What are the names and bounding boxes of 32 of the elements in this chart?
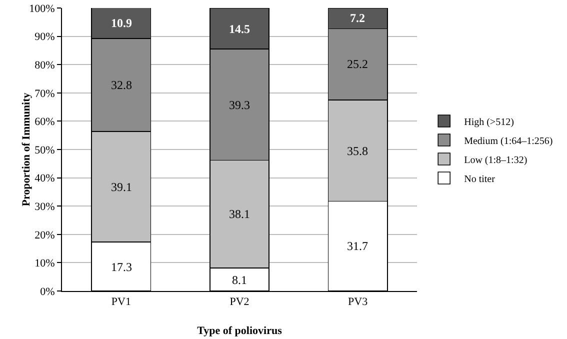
y-tick-label: 90% — [34, 31, 55, 44]
y-axis-title: Proportion of Immunity — [20, 92, 33, 206]
y-tick-label: 20% — [34, 229, 55, 242]
x-tick-label: PV1 — [111, 296, 131, 308]
y-tick-label: 80% — [34, 59, 55, 72]
legend-label: No titer — [464, 174, 496, 185]
data-label: 31.7 — [347, 239, 368, 253]
data-label: 17.3 — [111, 260, 132, 274]
x-tick-label: PV2 — [230, 296, 250, 308]
x-axis-title: Type of poliovirus — [197, 325, 283, 337]
x-tick-label: PV3 — [348, 296, 368, 308]
data-label: 38.1 — [229, 207, 250, 221]
data-label: 10.9 — [111, 16, 132, 30]
y-tick-label: 60% — [34, 116, 55, 128]
data-label: 25.2 — [347, 57, 368, 71]
data-label: 7.2 — [350, 11, 365, 25]
data-label: 32.8 — [111, 78, 132, 92]
data-label: 39.3 — [229, 98, 250, 112]
data-label: 8.1 — [232, 273, 247, 287]
y-tick-label: 30% — [34, 200, 55, 213]
legend-label: High (>512) — [464, 116, 514, 128]
y-tick-label: 40% — [34, 172, 55, 185]
y-tick-label: 70% — [34, 88, 55, 100]
data-label: 39.1 — [111, 180, 132, 194]
data-label: 14.5 — [229, 22, 250, 36]
data-label: 35.8 — [347, 144, 368, 158]
legend-label: Medium (1:64–1:256) — [464, 136, 553, 147]
y-tick-label: 0% — [40, 286, 55, 298]
y-tick-label: 50% — [34, 144, 55, 156]
y-tick-label: 10% — [34, 258, 55, 270]
y-tick-label: 100% — [29, 2, 55, 15]
legend-label: Low (1:8–1:32) — [464, 154, 528, 166]
